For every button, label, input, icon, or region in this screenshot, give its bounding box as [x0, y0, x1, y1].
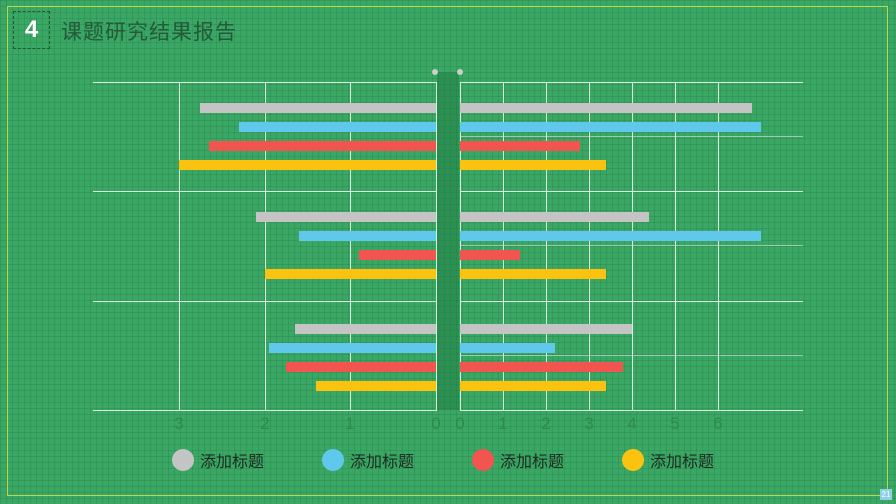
legend-item: 添加标题 — [622, 448, 714, 472]
right-bar — [460, 324, 632, 334]
left-bar — [359, 250, 436, 260]
left-bar — [209, 141, 436, 151]
left-bar — [265, 269, 436, 279]
right-bar — [460, 231, 761, 241]
right-gridline-h — [460, 410, 803, 411]
right-gridline-v — [632, 82, 633, 410]
left-axis-tick-label: 0 — [431, 414, 441, 433]
right-gridline-h — [460, 82, 803, 83]
right-gridline-h — [460, 245, 803, 246]
right-bar — [460, 103, 752, 113]
axis-spine-band — [437, 72, 459, 410]
left-axis-tick-label: 1 — [345, 414, 355, 433]
left-gridline-v — [179, 82, 180, 410]
left-bar — [299, 231, 436, 241]
right-bar — [460, 160, 606, 170]
left-axis-tick-label: 3 — [174, 414, 184, 433]
left-bar — [286, 362, 436, 372]
slide-title: 课题研究结果报告 — [61, 20, 237, 44]
right-bar — [460, 362, 623, 372]
right-gridline-v — [546, 82, 547, 410]
left-gridline-h — [93, 410, 437, 411]
page-number: 21 — [880, 489, 892, 500]
left-bar — [179, 160, 436, 170]
legend-label: 添加标题 — [350, 452, 415, 471]
legend-item: 添加标题 — [472, 448, 564, 472]
left-gridline-v — [350, 82, 351, 410]
right-axis-tick-label: 1 — [498, 414, 508, 433]
right-axis-tick-label: 5 — [670, 414, 680, 433]
legend-color-swatch — [622, 449, 644, 471]
right-gridline-v — [675, 82, 676, 410]
right-axis-tick-label: 0 — [455, 414, 465, 433]
legend-item: 添加标题 — [322, 448, 414, 472]
right-gridline-h — [460, 136, 803, 137]
right-bar — [460, 141, 580, 151]
legend-item: 添加标题 — [172, 448, 264, 472]
left-bar — [316, 381, 436, 391]
right-gridline-v — [503, 82, 504, 410]
left-gridline-v — [436, 82, 437, 410]
right-bar — [460, 250, 520, 260]
legend-label: 添加标题 — [500, 452, 565, 471]
left-bar — [295, 324, 436, 334]
section-number-box: 4 — [13, 11, 50, 49]
left-bar — [200, 103, 436, 113]
legend-label: 添加标题 — [650, 452, 715, 471]
right-bar — [460, 343, 555, 353]
right-gridline-v — [460, 82, 461, 410]
right-axis-cap-dot — [457, 69, 463, 75]
left-bar — [256, 212, 436, 222]
left-bar — [269, 343, 436, 353]
right-axis-tick-label: 2 — [541, 414, 551, 433]
left-axis-tick-label: 2 — [260, 414, 270, 433]
right-gridline-v — [718, 82, 719, 410]
right-bar — [460, 269, 606, 279]
legend-label: 添加标题 — [200, 452, 265, 471]
section-number: 4 — [24, 16, 39, 43]
right-axis-tick-label: 6 — [713, 414, 723, 433]
right-gridline-h — [460, 191, 803, 192]
left-bar — [239, 122, 436, 132]
right-gridline-h — [460, 301, 803, 302]
left-gridline-v — [265, 82, 266, 410]
right-bar — [460, 212, 649, 222]
right-gridline-h — [460, 355, 803, 356]
right-axis-tick-label: 4 — [627, 414, 637, 433]
slide-frame — [7, 6, 888, 496]
legend-color-swatch — [322, 449, 344, 471]
right-gridline-v — [589, 82, 590, 410]
left-axis-cap-dot — [432, 69, 438, 75]
right-bar — [460, 381, 606, 391]
legend-color-swatch — [172, 449, 194, 471]
right-bar — [460, 122, 761, 132]
legend-color-swatch — [472, 449, 494, 471]
chart-legend: 添加标题 添加标题 添加标题 添加标题 — [0, 448, 896, 472]
right-axis-tick-label: 3 — [584, 414, 594, 433]
